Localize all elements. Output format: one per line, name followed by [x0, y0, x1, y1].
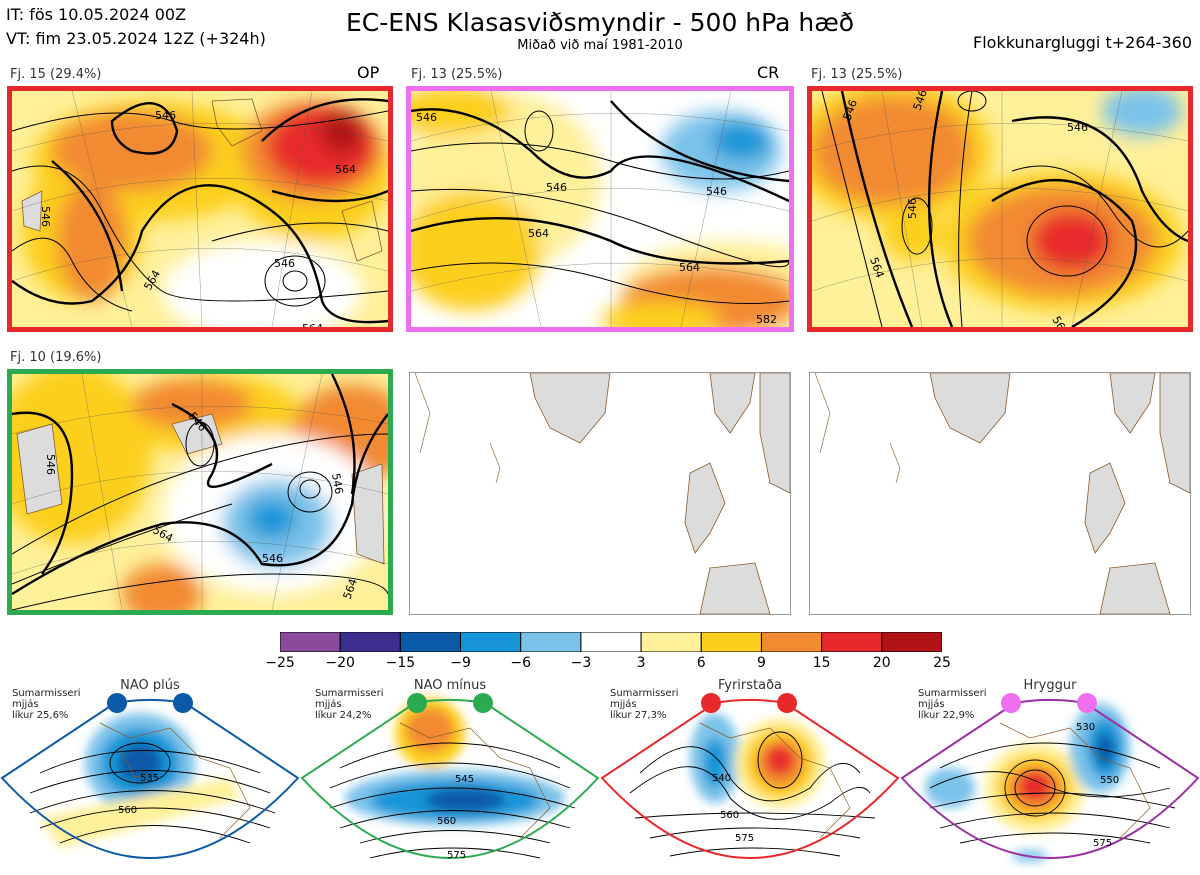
cluster-4-map: 546 546 546 546 564 564: [7, 369, 393, 615]
colorbar-tick-label: 15: [812, 655, 831, 671]
colorbar-tick-label: −9: [450, 655, 471, 671]
contour-label: 546: [44, 454, 57, 475]
colorbar-swatch: [279, 631, 341, 653]
colorbar-tick-label: 25: [933, 655, 951, 671]
contour-label: 564: [528, 227, 549, 240]
colorbar-swatch: [399, 631, 462, 653]
colorbar-swatches: [279, 631, 943, 653]
colorbar-swatch: [460, 631, 522, 653]
classification-window: Flokkunargluggi t+264-360: [973, 33, 1192, 52]
contour-label: 546: [1067, 121, 1088, 134]
colorbar-tick-label: 6: [696, 655, 706, 671]
regime-nao-plus: 535 560 NAO plús Sumarmisseri mjjás líku…: [0, 678, 300, 871]
empty-map-6: [809, 372, 1191, 615]
regime-frequency: mjjás: [12, 699, 39, 710]
regime-ridge: 530 550 575 Hryggur Sumarmisseri mjjás l…: [900, 678, 1200, 871]
regime-name: Fyrirstaða: [717, 678, 783, 693]
regime-probability: líkur 27,3%: [610, 710, 667, 721]
regime-contour-label: 535: [140, 773, 159, 784]
valid-time: VT: fim 23.05.2024 12Z (+324h): [6, 29, 266, 48]
contour-label: 546: [546, 181, 567, 194]
cluster-3-label: Fj. 13 (25.5%): [811, 67, 903, 82]
colorbar-tick-label: −15: [385, 655, 416, 671]
regime-name: Hryggur: [1023, 678, 1077, 693]
colorbar-tick-label: −20: [325, 655, 355, 671]
contour-label: 546: [416, 111, 437, 124]
regime-contour-label: 575: [1093, 838, 1112, 849]
colorbar-swatch: [640, 631, 702, 653]
regime-contour-label: 540: [712, 773, 731, 784]
regime-contour-label: 560: [720, 810, 739, 821]
contour-label: 546: [155, 109, 176, 122]
colorbar: [279, 631, 943, 653]
empty-map-5: [409, 372, 791, 615]
colorbar-swatch: [821, 631, 883, 653]
colorbar-tick-label: 20: [872, 655, 891, 671]
colorbar-swatch: [700, 631, 762, 653]
cluster-2-tag: CR: [757, 63, 780, 82]
regime-frequency: mjjás: [918, 699, 945, 710]
contour-label: 546: [329, 472, 345, 495]
regime-contour-label: 550: [1100, 775, 1119, 786]
regime-blocking: 540 560 575 Fyrirstaða Sumarmisseri mjjá…: [600, 678, 900, 871]
contour-label: 564: [679, 261, 700, 274]
cluster-4-label: Fj. 10 (19.6%): [10, 350, 102, 365]
contour-label: 564: [302, 322, 323, 327]
colorbar-ticks: −25 −20 −15 −9 −6 −3 3 6 9 15 20 25: [265, 655, 951, 673]
colorbar-swatch: [881, 631, 943, 653]
regime-probability: líkur 25,6%: [12, 710, 69, 721]
colorbar-swatch: [520, 631, 582, 653]
regime-contour-label: 560: [437, 816, 456, 827]
colorbar-tick-label: 3: [636, 655, 646, 671]
page-subtitle: Miðað við maí 1981-2010: [517, 38, 683, 53]
regime-nao-minus: 545 560 575 NAO mínus Sumarmisseri mjjás…: [300, 678, 600, 871]
regime-probability: líkur 24,2%: [315, 710, 372, 721]
cluster-1-tag: OP: [357, 63, 380, 82]
contour-label: 546: [906, 198, 919, 219]
page-title: EC-ENS Klasasviðsmyndir - 500 hPa hæð: [345, 8, 855, 37]
contour-label: 582: [756, 313, 777, 326]
colorbar-tick-label: −25: [265, 655, 295, 671]
colorbar-tick-label: −6: [510, 655, 532, 671]
cluster-2-map: 546 546 564 564 546 582: [406, 86, 794, 332]
regime-probability: líkur 22,9%: [918, 710, 975, 721]
regime-season: Sumarmisseri: [918, 688, 987, 699]
cluster-3-map: 546 546 546 564 546 564: [807, 86, 1193, 332]
cluster-1-label: Fj. 15 (29.4%): [10, 67, 102, 82]
regime-frequency: mjjás: [315, 699, 342, 710]
regime-season: Sumarmisseri: [12, 688, 81, 699]
contour-label: 546: [274, 257, 295, 270]
colorbar-tick-label: 9: [756, 655, 766, 671]
regime-name: NAO mínus: [413, 678, 487, 693]
colorbar-swatch: [760, 631, 823, 653]
colorbar-tick-label: −3: [570, 655, 592, 671]
contour-label: 564: [335, 163, 356, 176]
cluster-1-map: 546 564 546 546 564 564: [7, 86, 393, 332]
contour-label: 546: [39, 206, 52, 227]
cluster-2-label: Fj. 13 (25.5%): [411, 67, 503, 82]
regime-contour-label: 545: [455, 774, 474, 785]
regime-name: NAO plús: [120, 678, 180, 693]
regime-contour-label: 575: [447, 850, 466, 861]
regime-contour-label: 530: [1076, 722, 1095, 733]
contour-label: 546: [706, 185, 727, 198]
regime-season: Sumarmisseri: [610, 688, 679, 699]
contour-label: 546: [262, 552, 283, 565]
init-time: IT: fös 10.05.2024 00Z: [6, 5, 187, 24]
regime-contour-label: 575: [735, 833, 754, 844]
colorbar-swatch: [580, 631, 642, 653]
regime-contour-label: 560: [118, 805, 137, 816]
colorbar-swatch: [339, 631, 401, 653]
regime-season: Sumarmisseri: [315, 688, 384, 699]
regime-frequency: mjjás: [610, 699, 637, 710]
